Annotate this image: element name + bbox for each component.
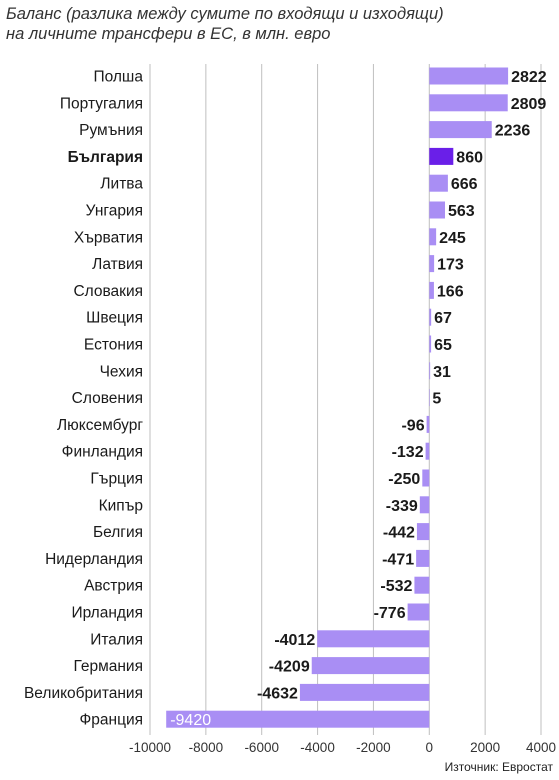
category-label: Литва bbox=[100, 176, 143, 193]
category-label: Латвия bbox=[92, 256, 143, 273]
bar-чехия bbox=[429, 362, 431, 380]
value-label: 2822 bbox=[511, 69, 547, 86]
x-tick-label: -4000 bbox=[300, 740, 335, 755]
category-label: Португалия bbox=[60, 95, 143, 112]
value-label: -96 bbox=[401, 417, 424, 434]
x-tick-label: -2000 bbox=[356, 740, 391, 755]
category-label: Румъния bbox=[79, 122, 143, 139]
value-labels: 2822 2809 2236 860 666 563 245 173 166 67 65 31 5 -96… bbox=[170, 69, 547, 729]
x-tick-label: 4000 bbox=[526, 740, 556, 755]
chart-title-line1: Баланс (разлика между сумите по входящи … bbox=[6, 5, 444, 23]
category-labels: Полша Португалия Румъния България Литва Унгар… bbox=[24, 69, 143, 729]
value-label: 2236 bbox=[495, 123, 531, 140]
x-tick-label: 2000 bbox=[470, 740, 500, 755]
category-label: Франция bbox=[79, 712, 143, 729]
bar-полша bbox=[429, 67, 509, 85]
bar-гърция bbox=[422, 469, 430, 487]
bar-нидерландия bbox=[416, 549, 430, 567]
value-label: -442 bbox=[383, 525, 415, 542]
value-label: -132 bbox=[392, 444, 424, 461]
bar-унгария bbox=[429, 201, 446, 219]
x-tick-label: 0 bbox=[426, 740, 434, 755]
value-label: 2809 bbox=[511, 96, 547, 113]
value-label: -339 bbox=[386, 498, 418, 515]
bar-белгия bbox=[416, 523, 430, 541]
value-label: 563 bbox=[448, 203, 475, 220]
bar-франция bbox=[166, 710, 430, 728]
category-label: Великобритания bbox=[24, 685, 143, 702]
value-label: 860 bbox=[456, 149, 483, 166]
category-label: Чехия bbox=[100, 363, 143, 380]
category-label: България bbox=[68, 149, 143, 166]
bar-швеция bbox=[429, 308, 432, 326]
category-label: Швеция bbox=[86, 310, 143, 327]
bar-литва bbox=[429, 174, 448, 192]
category-label: Германия bbox=[74, 658, 144, 675]
bar-словакия bbox=[429, 281, 434, 299]
category-label: Словакия bbox=[73, 283, 143, 300]
value-label: -471 bbox=[382, 551, 414, 568]
bar-латвия bbox=[429, 255, 435, 273]
bar-португалия bbox=[429, 94, 508, 112]
category-label: Австрия bbox=[84, 578, 143, 595]
category-label: Полша bbox=[93, 69, 143, 86]
bar-финландия bbox=[425, 442, 430, 460]
value-label: 67 bbox=[434, 310, 452, 327]
bar-румъния bbox=[429, 121, 492, 139]
bar-италия bbox=[317, 630, 430, 648]
bar-австрия bbox=[414, 576, 430, 594]
category-label: Белгия bbox=[93, 524, 143, 541]
bar-естония bbox=[429, 335, 432, 353]
source-note: Източник: Евростат bbox=[444, 760, 553, 774]
bar-германия bbox=[311, 657, 430, 675]
bar-българия bbox=[429, 147, 454, 165]
value-label: 31 bbox=[433, 364, 451, 381]
category-label: Люксембург bbox=[57, 417, 143, 434]
value-label: 5 bbox=[432, 391, 441, 408]
value-label: -776 bbox=[374, 605, 406, 622]
x-tick-label: -10000 bbox=[129, 740, 171, 755]
value-label: -4209 bbox=[269, 659, 310, 676]
category-label: Нидерландия bbox=[45, 551, 143, 568]
value-label: 65 bbox=[434, 337, 452, 354]
bar-кипър bbox=[419, 496, 430, 514]
bar-люксембург bbox=[426, 415, 430, 433]
value-label: -532 bbox=[380, 578, 412, 595]
value-label: 173 bbox=[437, 257, 464, 274]
bar-хърватия bbox=[429, 228, 437, 246]
bar-словения bbox=[429, 389, 430, 407]
category-label: Италия bbox=[90, 631, 143, 648]
bar-ирландия bbox=[407, 603, 430, 621]
category-label: Гърция bbox=[90, 471, 143, 488]
value-label: -4012 bbox=[274, 632, 315, 649]
bar-великобритания bbox=[299, 683, 430, 701]
value-label: -9420 bbox=[170, 712, 211, 729]
chart-subtitle: на личните трансфери в ЕС, в млн. евро bbox=[6, 25, 331, 43]
bars bbox=[166, 67, 509, 728]
value-label: 166 bbox=[437, 283, 464, 300]
category-label: Словения bbox=[72, 390, 143, 407]
category-label: Хърватия bbox=[74, 229, 143, 246]
category-label: Кипър bbox=[99, 497, 143, 514]
value-label: -250 bbox=[388, 471, 420, 488]
x-tick-label: -6000 bbox=[244, 740, 279, 755]
chart-title: Баланс (разлика между сумите по входящи … bbox=[6, 4, 556, 44]
category-label: Естония bbox=[84, 337, 143, 354]
category-label: Ирландия bbox=[71, 605, 143, 622]
value-label: 666 bbox=[451, 176, 478, 193]
x-tick-labels: -10000 -8000 -6000 -4000 -2000 0 2000 4000 bbox=[129, 740, 556, 755]
category-label: Унгария bbox=[86, 203, 143, 220]
value-label: -4632 bbox=[257, 685, 298, 702]
category-label: Финландия bbox=[62, 444, 143, 461]
x-tick-label: -8000 bbox=[189, 740, 224, 755]
value-label: 245 bbox=[439, 230, 466, 247]
